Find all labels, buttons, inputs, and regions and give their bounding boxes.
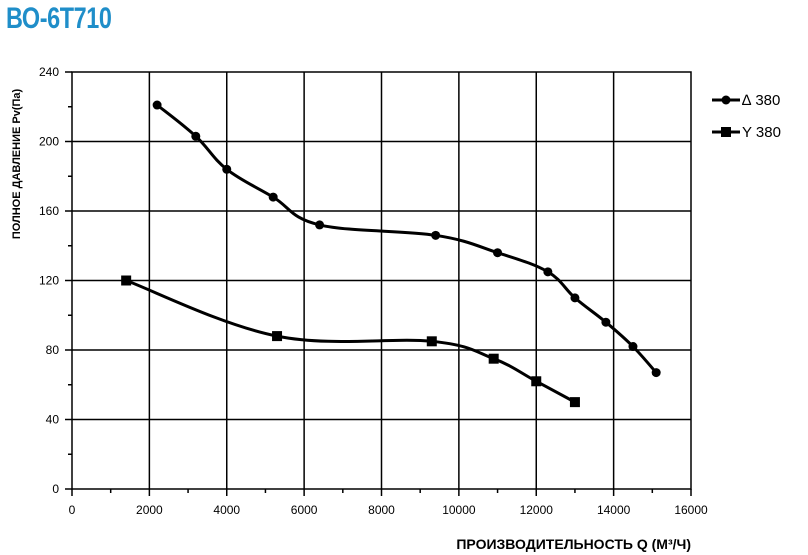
data-point	[569, 397, 580, 408]
data-point	[431, 230, 441, 240]
data-point	[601, 317, 611, 327]
legend-label: ∆ 380	[742, 92, 780, 109]
page-title: ВО-6Т710	[6, 2, 112, 35]
legend-marker	[721, 127, 731, 137]
data-point	[152, 100, 162, 110]
y-tick-label: 200	[39, 135, 59, 149]
x-tick-label: 14000	[597, 503, 631, 517]
x-axis-title: ПРОИЗВОДИТЕЛЬНОСТЬ Q (М³/Ч)	[456, 536, 691, 552]
y-tick-label: 80	[46, 343, 60, 357]
data-point	[531, 376, 542, 387]
x-tick-labels: 0 2000 4000 6000 8000 10000 12000 14000 16000	[69, 503, 708, 517]
data-point	[272, 331, 283, 342]
data-point	[268, 192, 278, 202]
y-tick-labels: 0 40 80 120 160 200 240	[39, 65, 59, 496]
legend-label: Y 380	[742, 124, 781, 141]
data-point	[191, 131, 201, 141]
x-tick-label: 4000	[213, 503, 240, 517]
x-tick-label: 12000	[520, 503, 554, 517]
legend-entry: Y 380	[712, 124, 781, 141]
grid	[72, 72, 691, 489]
data-point	[222, 164, 232, 174]
data-point	[121, 275, 132, 286]
series-layer	[121, 100, 661, 408]
x-tick-label: 6000	[291, 503, 318, 517]
data-point	[628, 342, 638, 352]
x-tick-label: 10000	[442, 503, 476, 517]
data-point	[493, 248, 503, 258]
y-tick-label: 160	[39, 204, 59, 218]
x-tick-label: 2000	[136, 503, 163, 517]
data-point	[651, 368, 661, 378]
series-line	[125, 279, 576, 404]
x-tick-label: 16000	[674, 503, 708, 517]
data-point	[543, 267, 553, 277]
legend-entry: ∆ 380	[712, 92, 780, 109]
x-tick-label: 8000	[368, 503, 395, 517]
data-point	[488, 353, 499, 364]
y-tick-label: 240	[39, 65, 59, 79]
series-line	[156, 103, 658, 374]
data-point	[315, 220, 325, 230]
y-tick-label: 40	[46, 413, 60, 427]
series-1	[152, 100, 661, 378]
axes	[65, 71, 692, 496]
y-tick-label: 120	[39, 274, 59, 288]
legend: ∆ 380 Y 380	[712, 92, 781, 141]
x-tick-label: 0	[69, 503, 76, 517]
data-point	[570, 293, 580, 303]
y-tick-label: 0	[52, 482, 59, 496]
y-axis-title: ПОЛНОЕ ДАВЛЕНИЕ Pv(Па)	[11, 88, 23, 239]
series-2	[121, 275, 580, 408]
legend-marker	[721, 95, 731, 105]
data-point	[426, 336, 437, 347]
